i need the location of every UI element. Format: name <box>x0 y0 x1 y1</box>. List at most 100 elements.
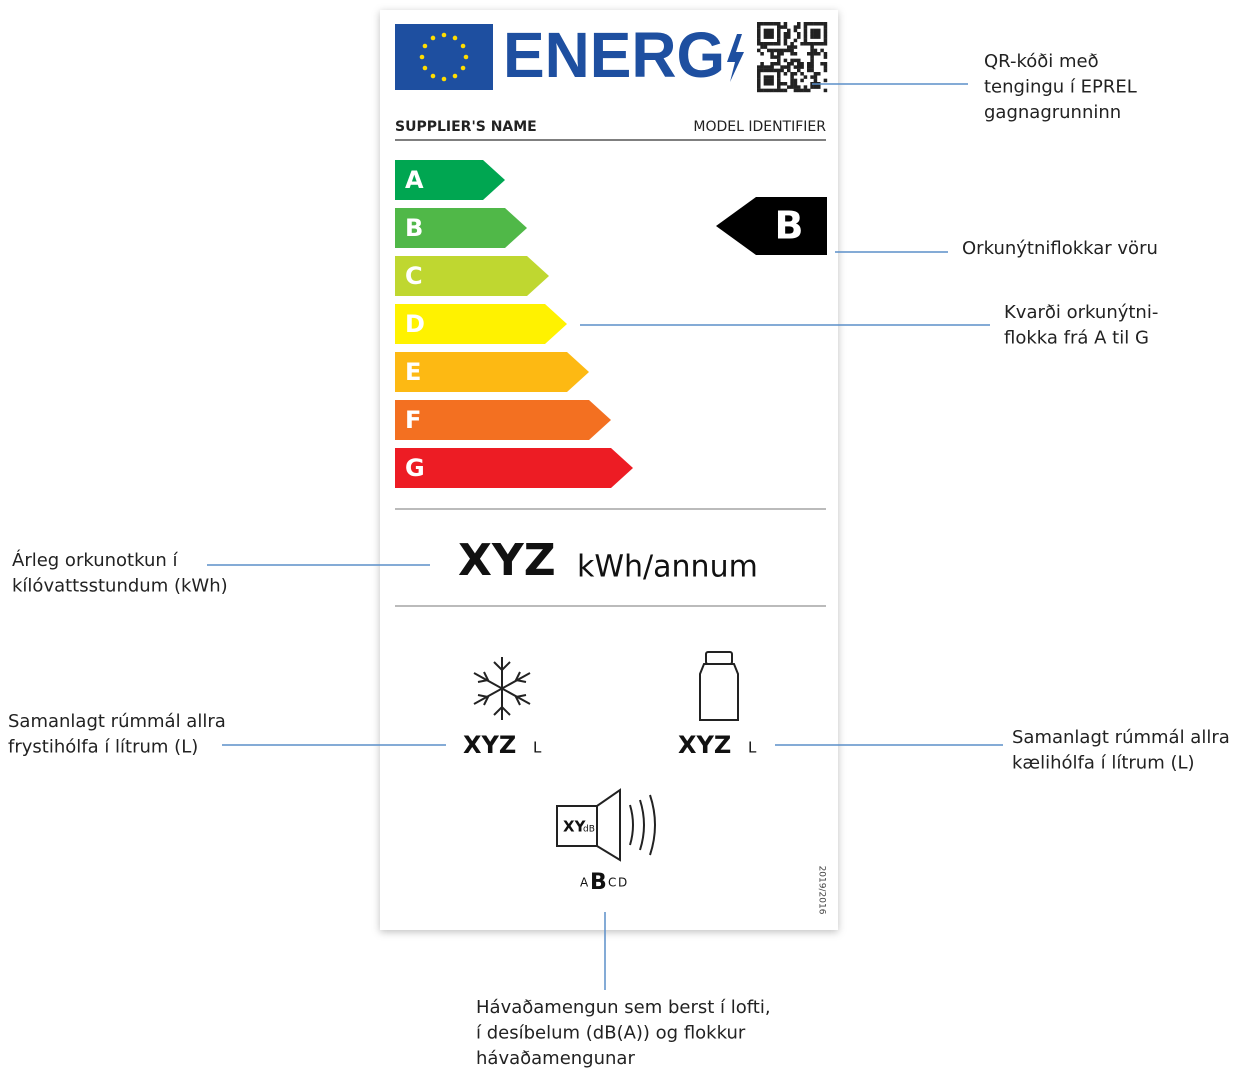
annotation: hávaðamengunar <box>476 1048 635 1069</box>
qr-cell <box>790 85 794 89</box>
qr-cell <box>780 48 784 53</box>
qr-cell <box>810 45 814 49</box>
qr-cell <box>807 42 811 46</box>
qr-cell <box>813 48 818 53</box>
qr-cell <box>823 55 828 59</box>
qr-cell <box>813 22 818 26</box>
qr-cell <box>803 42 808 46</box>
qr-cell <box>780 68 784 73</box>
energy-unit: kWh/annum <box>577 550 758 585</box>
qr-cell <box>767 65 771 69</box>
qr-cell <box>763 22 768 26</box>
qr-cell <box>800 65 804 69</box>
qr-cell <box>757 35 761 39</box>
qr-cell <box>823 28 828 33</box>
qr-cell <box>797 65 801 69</box>
qr-cell <box>757 88 761 93</box>
qr-cell <box>810 22 814 26</box>
qr-cell <box>763 75 768 79</box>
qr-cell <box>793 65 798 69</box>
qr-cell <box>787 85 791 89</box>
annotation: gagnagrunninn <box>984 102 1121 123</box>
qr-cell <box>767 88 771 93</box>
qr-cell <box>810 52 814 56</box>
fridge-unit: L <box>748 739 757 757</box>
annotation: frystihólfa í lítrum (L) <box>8 737 198 758</box>
qr-cell <box>787 32 791 36</box>
qr-cell <box>813 52 818 56</box>
qr-cell <box>757 28 761 33</box>
qr-cell <box>770 88 774 93</box>
qr-cell <box>757 82 761 86</box>
annotation: í desíbelum (dB(A)) og flokkur <box>476 1023 746 1044</box>
qr-cell <box>757 48 761 53</box>
freezer-unit: L <box>533 739 542 757</box>
qr-cell <box>760 42 764 46</box>
qr-cell <box>797 85 801 89</box>
qr-cell <box>780 65 784 69</box>
qr-cell <box>813 32 818 36</box>
qr-cell <box>770 52 774 56</box>
qr-cell <box>763 42 768 46</box>
qr-cell <box>800 72 804 76</box>
qr-cell <box>777 88 781 93</box>
qr-cell <box>767 28 771 33</box>
qr-cell <box>787 62 791 66</box>
qr-cell <box>757 32 761 36</box>
qr-cell <box>787 35 791 39</box>
qr-cell <box>813 28 818 33</box>
qr-cell <box>773 88 778 93</box>
qr-cell <box>783 42 788 46</box>
qr-cell <box>810 28 814 33</box>
qr-cell <box>823 52 828 56</box>
qr-cell <box>817 85 821 89</box>
qr-cell <box>817 32 821 36</box>
qr-cell <box>763 88 768 93</box>
noise-value: XY <box>563 818 587 836</box>
qr-cell <box>793 28 798 33</box>
qr-cell <box>823 78 828 83</box>
qr-cell <box>797 32 801 36</box>
scale-letter: B <box>405 214 423 242</box>
annotation: Árleg orkunotkun í <box>12 549 179 571</box>
qr-cell <box>787 28 791 33</box>
qr-cell <box>777 42 781 46</box>
qr-cell <box>790 42 794 46</box>
qr-cell <box>810 68 814 73</box>
qr-cell <box>813 75 818 79</box>
qr-cell <box>777 28 781 33</box>
qr-cell <box>810 55 814 59</box>
qr-cell <box>823 65 828 69</box>
qr-cell <box>757 25 761 29</box>
qr-cell <box>817 28 821 33</box>
star <box>460 65 466 71</box>
qr-cell <box>823 22 828 26</box>
star <box>430 73 436 79</box>
star <box>419 54 425 60</box>
qr-cell <box>777 62 781 66</box>
annotation: kælihólfa í lítrum (L) <box>1012 753 1195 774</box>
star <box>441 76 447 82</box>
qr-cell <box>797 25 801 29</box>
qr-cell <box>777 48 781 53</box>
qr-cell <box>803 38 808 43</box>
qr-cell <box>817 22 821 26</box>
qr-cell <box>803 35 808 39</box>
qr-cell <box>770 65 774 69</box>
qr-cell <box>810 35 814 39</box>
rating-arrow <box>716 197 827 255</box>
star <box>452 73 458 79</box>
qr-cell <box>823 32 828 36</box>
qr-cell <box>817 72 821 76</box>
qr-cell <box>773 48 778 53</box>
scale-bar <box>395 256 549 296</box>
qr-cell <box>810 65 814 69</box>
scale-bar <box>395 160 505 200</box>
qr-cell <box>793 82 798 86</box>
qr-cell <box>803 22 808 26</box>
qr-cell <box>793 72 798 76</box>
qr-cell <box>770 55 774 59</box>
qr-cell <box>777 85 781 89</box>
qr-cell <box>783 88 788 93</box>
